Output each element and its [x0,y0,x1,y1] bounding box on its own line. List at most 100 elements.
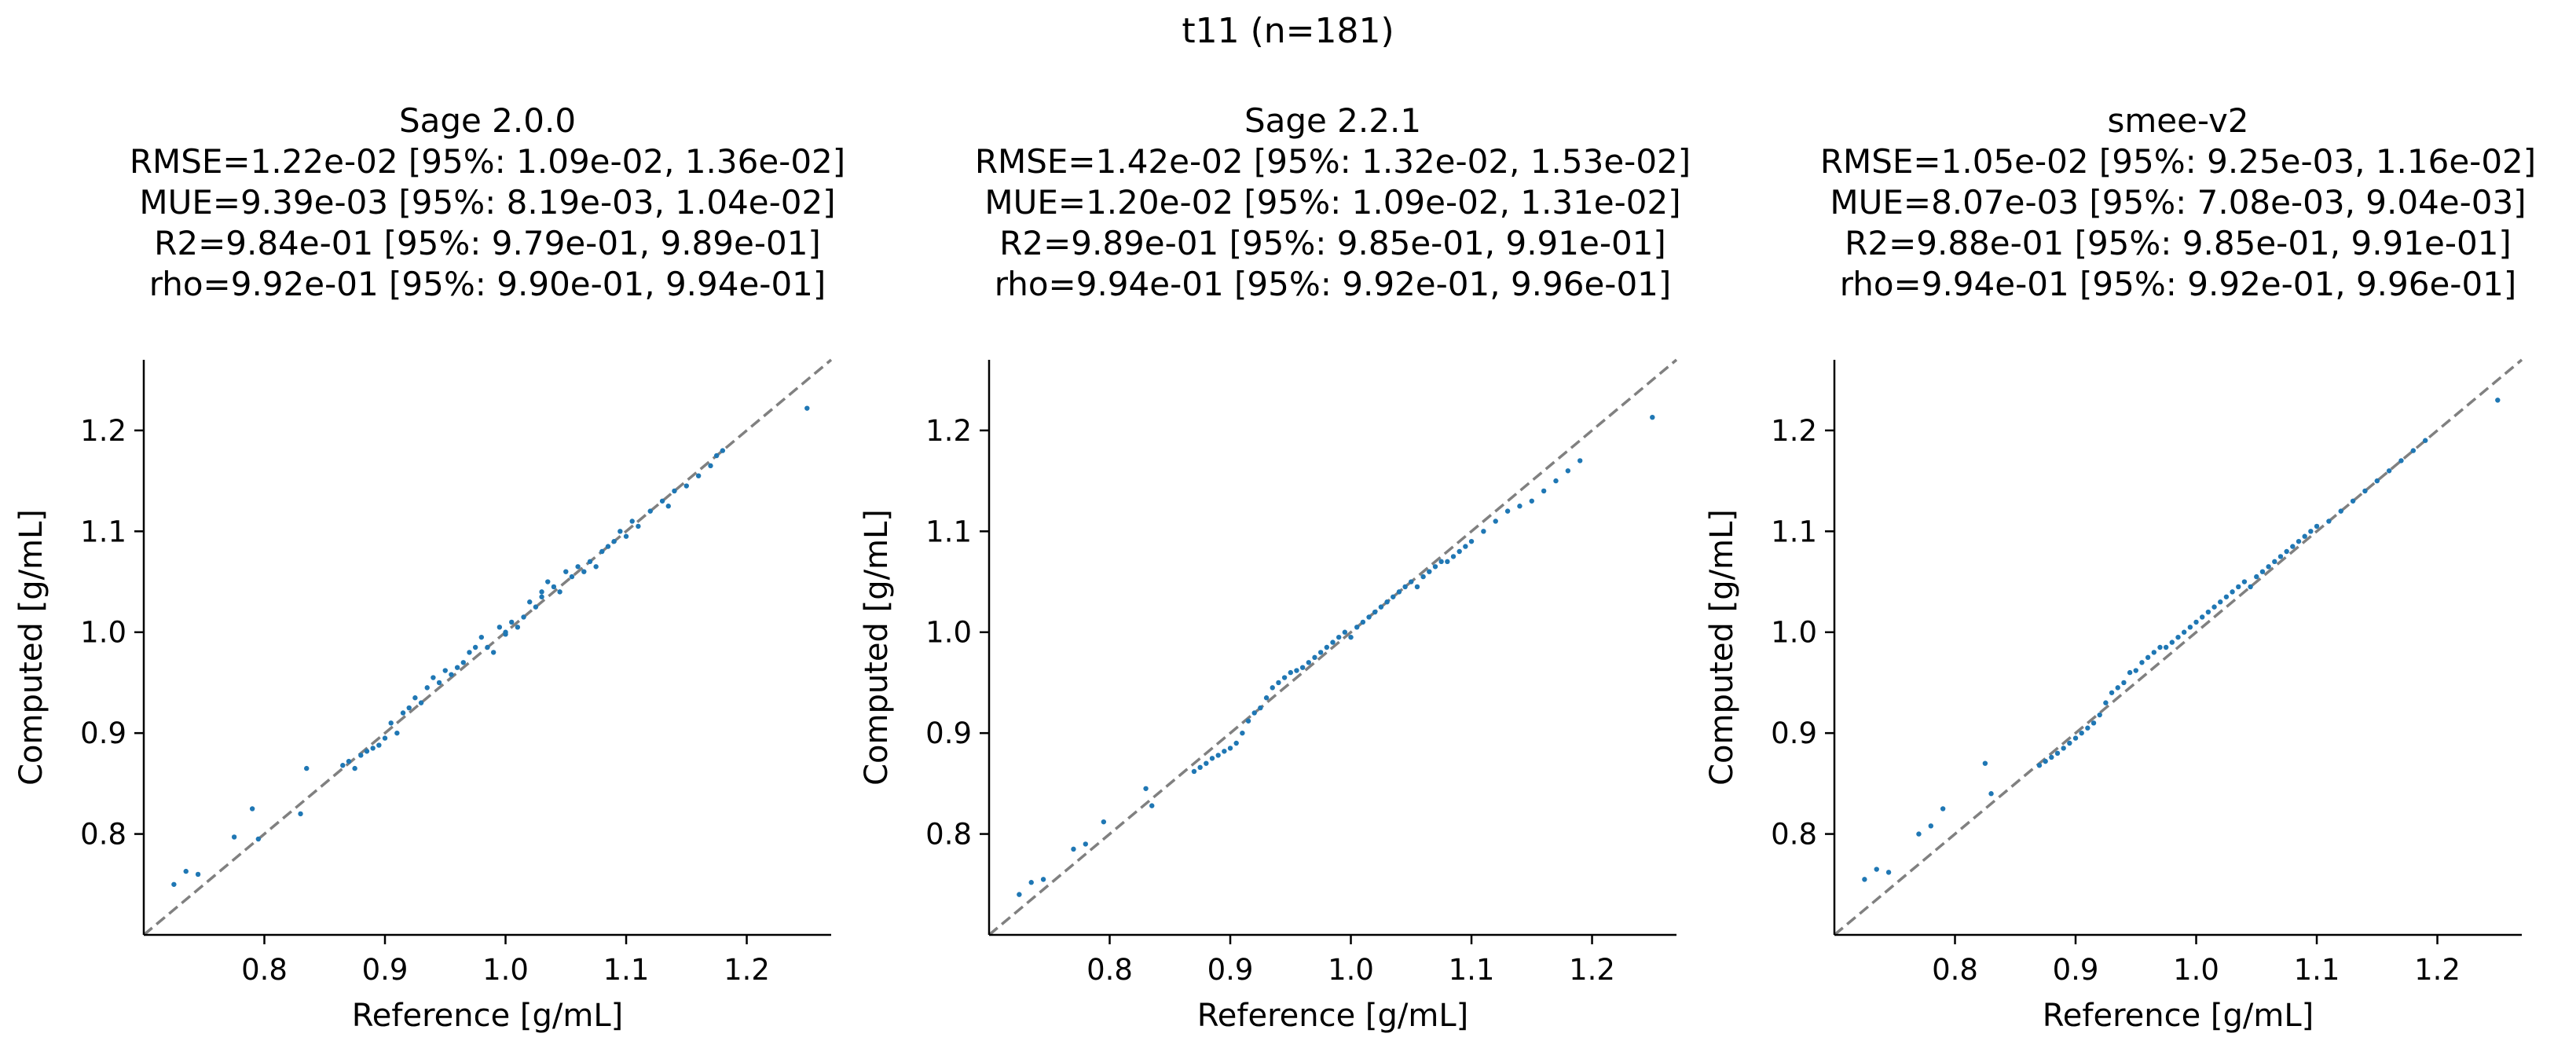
data-point [623,533,629,539]
y-tick-label: 0.8 [925,818,972,852]
data-point [1493,519,1498,524]
data-point [2386,468,2392,474]
data-point [231,834,237,840]
data-point [1312,654,1317,661]
x-tick-label: 0.8 [241,953,288,987]
data-point [298,811,303,817]
data-point [1071,846,1076,852]
x-tick-label: 1.2 [1569,953,1615,987]
data-point [1517,504,1523,509]
data-point [2151,650,2156,655]
data-point [2266,564,2271,570]
data-point [2248,584,2253,590]
data-point [2181,629,2187,635]
data-point [1874,867,1879,872]
data-point [2308,529,2314,534]
data-point [472,644,478,650]
x-tick-label: 1.2 [724,953,770,987]
data-point [2422,438,2428,443]
y-tick-label: 1.2 [1771,414,1817,448]
subplot-stat-line: R2=9.84e-01 [95%: 9.79e-01, 9.89e-01] [154,224,821,262]
y-tick-label: 1.0 [1771,616,1817,650]
data-point [2302,533,2307,539]
data-point [1222,749,1227,754]
data-point [611,538,617,544]
data-point [1204,760,1209,766]
data-point [672,488,677,494]
data-point [1083,841,1089,847]
data-point [2410,448,2417,453]
data-point [2175,634,2181,640]
x-axis-label: Reference [g/mL] [352,998,623,1034]
x-tick-label: 1.0 [482,953,529,987]
data-point [1348,634,1354,640]
data-point [2163,644,2169,650]
data-point [2097,712,2102,718]
data-point [2079,730,2084,736]
data-point [418,700,424,705]
data-point [1017,892,1022,897]
data-point [1468,538,1475,544]
data-point [1862,877,1867,882]
subplot-stat-line: MUE=1.20e-02 [95%: 1.09e-02, 1.31e-02] [984,183,1680,222]
data-point [2223,594,2230,599]
y-tick-label: 1.2 [925,414,972,448]
data-point [2254,573,2259,580]
data-point [431,675,436,680]
data-point [1565,468,1571,474]
data-point [346,758,352,764]
data-point [490,650,497,655]
y-axis-label: Computed [g/mL] [859,509,895,786]
data-point [1288,669,1293,676]
data-point [2374,478,2380,484]
y-tick-label: 0.9 [925,716,972,750]
data-point [521,614,526,620]
y-tick-label: 0.8 [1771,818,1817,852]
data-point [2241,579,2248,584]
data-point [2218,599,2223,605]
data-point [376,742,382,748]
subplot-stat-line: RMSE=1.42e-02 [95%: 1.32e-02, 1.53e-02] [975,142,1691,181]
data-point [2236,584,2241,590]
data-point [183,868,189,874]
data-point [358,753,364,758]
data-point [2067,740,2072,746]
y-tick-label: 1.1 [925,515,972,548]
data-point [2169,639,2175,645]
data-point [249,806,255,812]
data-point [406,705,412,711]
data-point [400,710,406,716]
data-point [1391,594,1396,599]
data-point [509,619,515,625]
data-point [2109,690,2115,695]
data-point [478,634,485,640]
x-tick-label: 1.0 [2173,953,2219,987]
data-point [1982,760,1988,766]
subplot-title: Sage 2.0.0 [399,101,576,140]
data-point [1342,629,1348,635]
data-point [1409,579,1414,584]
data-point [1191,768,1197,775]
data-point [352,765,357,771]
data-point [1420,573,1426,580]
y-tick-label: 1.1 [1771,515,1817,548]
data-point [2133,668,2138,673]
data-point [539,589,544,595]
data-point [563,569,569,574]
data-point [2187,625,2193,630]
data-point [370,746,376,751]
data-point [1577,458,1583,464]
data-point [382,735,388,741]
data-point [460,660,466,665]
data-point [2054,750,2061,757]
data-point [1988,791,1994,797]
data-point [2193,619,2199,625]
x-axis-label: Reference [g/mL] [2043,998,2314,1034]
data-point [1354,625,1360,630]
data-point [1040,877,1046,882]
data-point [2284,548,2289,555]
subplot-stat-line: R2=9.89e-01 [95%: 9.85e-01, 9.91e-01] [999,224,1666,262]
data-point [1414,584,1420,590]
data-point [1504,508,1511,514]
